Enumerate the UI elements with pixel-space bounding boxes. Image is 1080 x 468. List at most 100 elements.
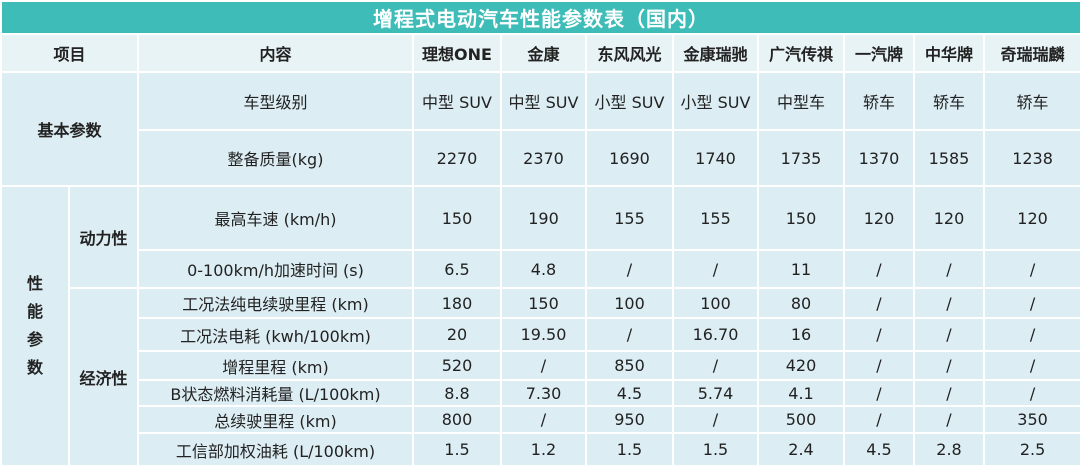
table-row: 性能参数 动力性 最高车速 (km/h) 150 190 155 155 150 120 120 1… bbox=[0, 185, 1080, 467]
column-header: 一汽牌 bbox=[843, 33, 915, 73]
cell: 1238 bbox=[982, 129, 1080, 187]
cell: 155 bbox=[672, 185, 759, 251]
cell: / bbox=[500, 405, 587, 434]
cell: 2.5 bbox=[982, 432, 1080, 467]
cell: / bbox=[500, 350, 587, 381]
cell: 120 bbox=[913, 185, 985, 251]
cell: / bbox=[913, 249, 985, 289]
table-row: 基本参数 车型级别 中型 SUV 中型 SUV 小型 SUV 小型 SUV 中型车 轿车 轿车轿… bbox=[0, 71, 1080, 187]
cell: 中型车 bbox=[757, 71, 845, 131]
group-label: 经济性 bbox=[68, 287, 139, 467]
cell: 950 bbox=[585, 405, 674, 434]
column-header: 理想ONE bbox=[412, 33, 502, 73]
row-item: B状态燃料消耗量 (L/100km) bbox=[137, 379, 414, 407]
cell: 150 bbox=[757, 185, 845, 251]
cell: 150 bbox=[500, 287, 587, 319]
cell: 1.5 bbox=[672, 432, 759, 467]
cell: / bbox=[672, 249, 759, 289]
cell: 520 bbox=[412, 350, 502, 381]
cell: / bbox=[913, 379, 985, 407]
row-item: 工信部加权油耗 (L/100km) bbox=[137, 432, 414, 467]
row-item: 整备质量(kg) bbox=[137, 129, 414, 187]
cell: / bbox=[982, 249, 1080, 289]
table-row: 0-100km/h加速时间 (s) 6.5 4.8//11// / bbox=[1, 249, 1080, 289]
table-row: B状态燃料消耗量 (L/100km) 8.8 7.30 4.5 5.74 4.1// / bbox=[1, 379, 1080, 407]
cell: 20 bbox=[412, 317, 502, 352]
cell: 350 bbox=[982, 405, 1080, 434]
row-item: 工况法电耗 (kwh/100km) bbox=[137, 317, 414, 352]
cell: 7.30 bbox=[500, 379, 587, 407]
cell: 1740 bbox=[672, 129, 759, 187]
section-label: 基本参数 bbox=[0, 71, 139, 187]
cell: 180 bbox=[412, 287, 502, 319]
cell: / bbox=[843, 350, 915, 381]
section-label: 性能参数 bbox=[0, 185, 70, 467]
cell: / bbox=[843, 317, 915, 352]
cell: 4.1 bbox=[757, 379, 845, 407]
cell: 小型 SUV bbox=[672, 71, 759, 131]
cell: 中型 SUV bbox=[412, 71, 502, 131]
cell: 420 bbox=[757, 350, 845, 381]
cell: 中型 SUV bbox=[500, 71, 587, 131]
table-row: 总续驶里程 (km) 800/950/500//350 bbox=[1, 405, 1080, 434]
cell: 16.70 bbox=[672, 317, 759, 352]
column-header: 广汽传祺 bbox=[757, 33, 845, 73]
row-item: 最高车速 (km/h) bbox=[137, 185, 414, 251]
cell: 1.5 bbox=[585, 432, 674, 467]
table-row: 整备质量(kg) 2270 2370 1690 1740 1735 1370 1585 1238 bbox=[1, 129, 1080, 187]
cell: / bbox=[913, 287, 985, 319]
table-row: 工信部加权油耗 (L/100km) 1.5 1.2 1.5 1.5 2.4 4.5 2.8 2.… bbox=[1, 432, 1080, 467]
cell: 19.50 bbox=[500, 317, 587, 352]
cell: 5.74 bbox=[672, 379, 759, 407]
cell: / bbox=[843, 287, 915, 319]
cell: 1585 bbox=[913, 129, 985, 187]
row-item: 车型级别 bbox=[137, 71, 414, 131]
table-row: 增程里程 (km) 520/850/420// / bbox=[1, 350, 1080, 381]
cell: / bbox=[982, 379, 1080, 407]
cell: 155 bbox=[585, 185, 674, 251]
cell: 6.5 bbox=[412, 249, 502, 289]
cell: 190 bbox=[500, 185, 587, 251]
cell: / bbox=[585, 317, 674, 352]
cell: 100 bbox=[672, 287, 759, 319]
cell: 1735 bbox=[757, 129, 845, 187]
row-item: 工况法纯电续驶里程 (km) bbox=[137, 287, 414, 319]
table-title: 增程式电动汽车性能参数表（国内） bbox=[0, 0, 1080, 35]
cell: / bbox=[843, 379, 915, 407]
row-item: 0-100km/h加速时间 (s) bbox=[137, 249, 414, 289]
cell: / bbox=[843, 249, 915, 289]
cell: 11 bbox=[757, 249, 845, 289]
cell: 2.4 bbox=[757, 432, 845, 467]
cell: 4.8 bbox=[500, 249, 587, 289]
cell: 1690 bbox=[585, 129, 674, 187]
cell: 2270 bbox=[412, 129, 502, 187]
table-row: 工况法电耗 (kwh/100km) 20 19.50/16.70 16// / bbox=[1, 317, 1080, 352]
column-header: 奇瑞瑞麟 bbox=[982, 33, 1080, 73]
row-item: 增程里程 (km) bbox=[137, 350, 414, 381]
cell: 轿车 bbox=[913, 71, 985, 131]
cell: / bbox=[982, 350, 1080, 381]
cell: 100 bbox=[585, 287, 674, 319]
column-header: 东风风光 bbox=[585, 33, 674, 73]
cell: 80 bbox=[757, 287, 845, 319]
column-header: 中华牌 bbox=[913, 33, 985, 73]
cell: 8.8 bbox=[412, 379, 502, 407]
column-header: 金康瑞驰 bbox=[672, 33, 759, 73]
cell: / bbox=[913, 405, 985, 434]
cell: / bbox=[982, 317, 1080, 352]
cell: / bbox=[843, 405, 915, 434]
column-header: 金康 bbox=[500, 33, 587, 73]
cell: 轿车 bbox=[982, 71, 1080, 131]
cell: 4.5 bbox=[843, 432, 915, 467]
cell: 120 bbox=[982, 185, 1080, 251]
cell: / bbox=[672, 350, 759, 381]
cell: / bbox=[913, 350, 985, 381]
cell: 16 bbox=[757, 317, 845, 352]
cell: 800 bbox=[412, 405, 502, 434]
cell: 1.2 bbox=[500, 432, 587, 467]
cell: 2.8 bbox=[913, 432, 985, 467]
cell: 小型 SUV bbox=[585, 71, 674, 131]
cell: / bbox=[672, 405, 759, 434]
